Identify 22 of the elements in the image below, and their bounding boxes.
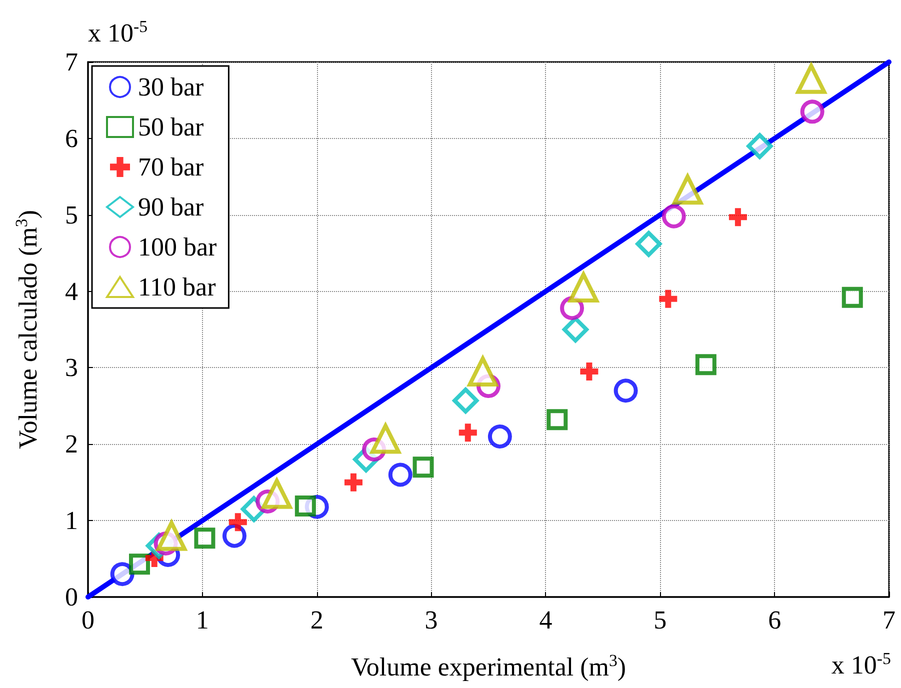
- x-tick-label: 7: [882, 606, 896, 634]
- x-tick-label: 1: [196, 606, 209, 634]
- y-axis-title: Volume calculado (m3): [12, 210, 42, 450]
- y-tick-label: 4: [65, 276, 78, 306]
- x-tick-label: 6: [768, 606, 782, 634]
- y-tick-label: 1: [65, 506, 78, 536]
- legend-label: 110 bar: [138, 272, 216, 302]
- y-tick-label: 3: [65, 353, 78, 382]
- x-tick-label: 4: [539, 606, 552, 634]
- legend-label: 50 bar: [138, 112, 204, 142]
- legend-label: 70 bar: [138, 152, 204, 182]
- y-tick-label: 5: [65, 200, 78, 230]
- legend-label: 90 bar: [138, 192, 204, 222]
- y-tick-label: 0: [65, 582, 78, 612]
- y-tick-label: 6: [65, 124, 78, 153]
- legend-label: 100 bar: [138, 232, 218, 262]
- x-tick-label: 5: [654, 606, 667, 634]
- x-tick-label: 3: [424, 606, 438, 634]
- y-tick-label: 7: [65, 48, 78, 76]
- x-tick-label: 2: [310, 606, 324, 634]
- y-tick-label: 2: [65, 430, 78, 459]
- legend-label: 30 bar: [138, 72, 204, 102]
